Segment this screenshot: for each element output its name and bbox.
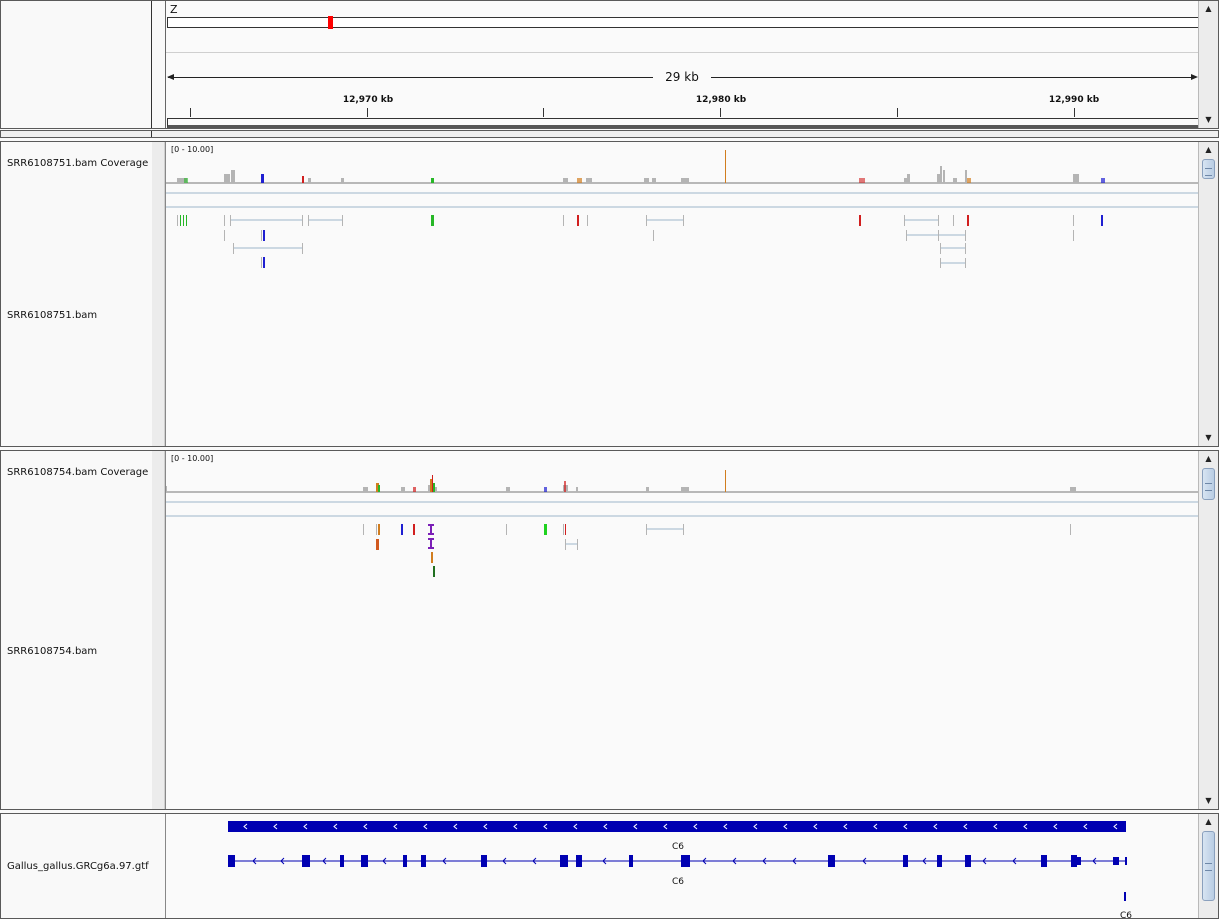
ruler-tick xyxy=(367,108,368,117)
scroll-down-button[interactable]: ▼ xyxy=(1205,433,1212,442)
header-panel: Z 29 kb 12,970 kb 12,980 kb 12,990 kb ▲ … xyxy=(0,0,1219,129)
header-scrollbar[interactable]: ▲ ▼ xyxy=(1198,1,1218,128)
scroll-up-button[interactable]: ▲ xyxy=(1205,454,1212,463)
transcript-arrows xyxy=(252,857,1097,865)
track-scrollbar-2[interactable]: ▲ ▼ xyxy=(1198,451,1218,809)
divider-name-box xyxy=(1,131,152,137)
strand-arrows xyxy=(243,823,1118,830)
ruler-tick xyxy=(897,108,898,117)
attribute-column xyxy=(152,451,165,809)
feature-scrollbar[interactable]: ▲ xyxy=(1198,814,1218,918)
track-scrollbar-1[interactable]: ▲ ▼ xyxy=(1198,142,1218,446)
scroll-thumb[interactable] xyxy=(1202,468,1215,500)
track-data-area-3[interactable]: C6 C6 C6 xyxy=(165,814,1199,918)
ruler-label-12990: 12,990 kb xyxy=(1048,95,1100,105)
ruler-tick xyxy=(1074,108,1075,117)
span-label: 29 kb xyxy=(657,70,707,84)
chromosome-ideogram[interactable] xyxy=(167,16,1199,29)
track-names: Gallus_gallus.GRCg6a.97.gtf xyxy=(1,814,152,918)
scroll-up-button[interactable]: ▲ xyxy=(1205,4,1212,13)
coverage-range-label: [0 - 10.00] xyxy=(171,145,214,154)
ideogram-current-region xyxy=(328,16,333,29)
track-data-area-2[interactable]: [0 - 10.00] xyxy=(165,451,1199,809)
gene-track xyxy=(228,821,1127,901)
scroll-down-button[interactable]: ▼ xyxy=(1205,796,1212,805)
track-data-area-1[interactable]: [0 - 10.00] xyxy=(165,142,1199,446)
arrow-left-head xyxy=(167,74,174,80)
span-arrow-right xyxy=(711,77,1196,78)
gene-label: C6 xyxy=(671,842,685,852)
track-name-cov2[interactable]: SRR6108754.bam Coverage xyxy=(7,467,149,478)
track-name-cov1[interactable]: SRR6108751.bam Coverage xyxy=(7,158,149,169)
attribute-column xyxy=(152,142,165,446)
track-names: SRR6108751.bam Coverage SRR6108751.bam xyxy=(1,142,152,446)
ruler-bottom-box xyxy=(167,118,1199,128)
chromosome-label: Z xyxy=(170,3,178,16)
coverage-range-label: [0 - 10.00] xyxy=(171,454,214,463)
scroll-thumb[interactable] xyxy=(1202,831,1215,901)
coverage-and-reads-1 xyxy=(166,150,1199,268)
ruler-separator xyxy=(166,52,1199,53)
ruler-tick xyxy=(543,108,544,117)
scroll-up-button[interactable]: ▲ xyxy=(1205,817,1212,826)
header-name-area xyxy=(1,1,152,128)
header-divider xyxy=(0,130,1219,138)
ruler-tick xyxy=(190,108,191,117)
scroll-up-button[interactable]: ▲ xyxy=(1205,145,1212,154)
gene-label: C6 xyxy=(671,877,685,887)
gene-label: C6 xyxy=(1119,911,1133,918)
ruler-label-12980: 12,980 kb xyxy=(695,95,747,105)
track-name-bam2[interactable]: SRR6108754.bam xyxy=(7,646,98,657)
exons xyxy=(228,855,1127,867)
scroll-down-button[interactable]: ▼ xyxy=(1205,115,1212,124)
ruler-area[interactable]: Z 29 kb 12,970 kb 12,980 kb 12,990 kb xyxy=(165,1,1199,128)
track-names: SRR6108754.bam Coverage SRR6108754.bam xyxy=(1,451,152,809)
track-panel-srr6108751: SRR6108751.bam Coverage SRR6108751.bam [… xyxy=(0,141,1219,447)
scroll-thumb[interactable] xyxy=(1202,159,1215,179)
arrow-right-head xyxy=(1191,74,1198,80)
feature-panel-gtf: Gallus_gallus.GRCg6a.97.gtf xyxy=(0,813,1219,919)
track-name-gtf[interactable]: Gallus_gallus.GRCg6a.97.gtf xyxy=(7,861,149,872)
coverage-and-reads-2 xyxy=(166,470,1199,577)
track-name-bam1[interactable]: SRR6108751.bam xyxy=(7,310,98,321)
track-panel-srr6108754: SRR6108754.bam Coverage SRR6108754.bam [… xyxy=(0,450,1219,810)
span-arrow-left xyxy=(168,77,653,78)
ruler-label-12970: 12,970 kb xyxy=(342,95,394,105)
ruler-tick xyxy=(720,108,721,117)
